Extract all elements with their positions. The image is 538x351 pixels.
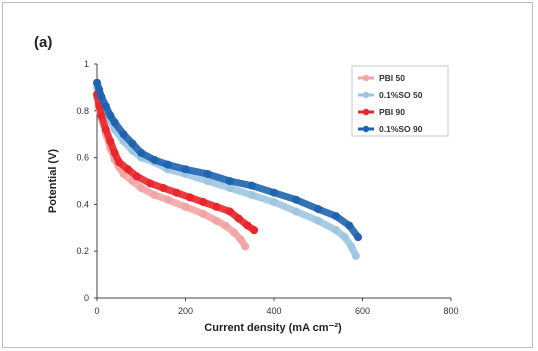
data-point [106, 137, 115, 146]
data-point [241, 242, 250, 251]
legend-item: PBI 50 [358, 73, 405, 83]
data-point [163, 160, 172, 169]
data-point [270, 188, 278, 197]
data-point [314, 205, 323, 214]
y-tick-label: 0.6 [76, 153, 89, 163]
data-point [123, 165, 132, 174]
x-tick-label: 600 [355, 306, 370, 316]
data-point [212, 216, 221, 225]
data-point [137, 184, 146, 193]
y-axis-title: Potential (V) [47, 149, 59, 214]
legend-item: 0.1%SO 90 [358, 124, 423, 134]
data-point [292, 207, 301, 216]
data-point [203, 177, 212, 185]
x-axis-title: Current density (mA cm⁻²) [204, 322, 342, 334]
data-point [230, 228, 239, 237]
legend-item: PBI 90 [358, 107, 405, 117]
data-point [236, 235, 245, 244]
data-point [234, 214, 243, 223]
data-point [199, 198, 208, 207]
data-point [93, 78, 101, 87]
data-point [314, 216, 323, 225]
panel-label: (a) [34, 34, 53, 51]
data-point [221, 221, 230, 230]
data-point [212, 202, 221, 211]
data-point [101, 125, 110, 134]
data-point [292, 195, 301, 204]
data-point [159, 184, 168, 193]
data-point [106, 111, 115, 120]
data-point [115, 158, 124, 167]
data-point [119, 130, 128, 139]
legend-swatch-marker [362, 108, 370, 116]
data-point [340, 233, 349, 242]
data-point [128, 139, 137, 148]
data-point [203, 169, 212, 178]
data-point [150, 155, 159, 164]
data-point [351, 251, 360, 260]
legend-swatch-marker [362, 91, 370, 99]
legend: PBI 50 0.1%SO 50 PBI 90 0.1%SO 90 [351, 65, 449, 137]
series-pbi-90 [93, 90, 259, 235]
data-point [132, 172, 141, 181]
data-point [101, 102, 110, 111]
data-point [199, 209, 208, 218]
data-point [225, 184, 234, 193]
y-tick-label: 1 [84, 59, 89, 69]
y-tick-label: 0.4 [76, 199, 89, 209]
data-point [247, 181, 256, 190]
legend-swatch-marker [362, 74, 370, 82]
data-point [225, 177, 234, 185]
data-point [331, 226, 340, 235]
x-tick-label: 800 [443, 306, 458, 316]
data-point [110, 118, 119, 127]
y-tick-label: 0 [84, 293, 89, 303]
data-point [150, 191, 159, 200]
legend-label: 0.1%SO 50 [379, 90, 423, 100]
data-point [247, 191, 256, 200]
data-point [97, 92, 106, 101]
data-point [172, 188, 181, 197]
data-point [95, 85, 104, 94]
data-point [110, 148, 119, 157]
x-tick-label: 200 [178, 306, 193, 316]
figure-frame [2, 2, 533, 348]
legend-label: 0.1%SO 90 [379, 124, 423, 134]
y-tick-label: 0.8 [76, 106, 89, 116]
series-0-1-so-90 [93, 78, 363, 242]
data-point [146, 179, 155, 188]
data-point [137, 148, 146, 157]
data-point [225, 207, 234, 216]
data-point [250, 226, 259, 235]
series-layer [93, 78, 363, 260]
legend-swatch-marker [362, 125, 370, 133]
data-point [243, 221, 252, 230]
data-point [331, 212, 340, 221]
data-point [181, 202, 190, 211]
data-point [354, 233, 363, 242]
data-point [185, 193, 194, 202]
data-point [347, 242, 356, 251]
legend-label: PBI 90 [379, 107, 405, 117]
data-point [181, 165, 190, 174]
legend-label: PBI 50 [379, 73, 405, 83]
y-tick-label: 0.2 [76, 246, 89, 256]
data-point [97, 111, 106, 120]
x-tick-label: 0 [94, 306, 99, 316]
data-point [270, 198, 278, 207]
legend-item: 0.1%SO 50 [358, 90, 423, 100]
data-point [163, 195, 172, 204]
x-tick-label: 400 [266, 306, 281, 316]
data-point [345, 221, 354, 230]
